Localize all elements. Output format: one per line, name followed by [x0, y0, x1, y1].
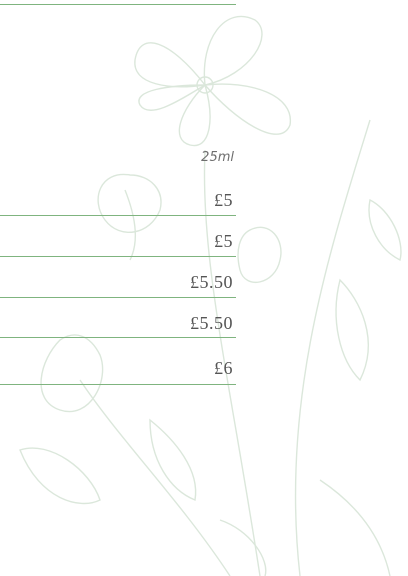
price: £5.50: [190, 313, 233, 334]
column-header: 25ml: [201, 150, 234, 165]
divider: [0, 215, 236, 216]
divider: [0, 256, 236, 257]
price: £5: [214, 231, 233, 252]
price: £6: [214, 358, 233, 379]
divider: [0, 337, 236, 338]
divider: [0, 384, 236, 385]
price: £5.50: [190, 272, 233, 293]
divider: [0, 297, 236, 298]
divider: [0, 4, 236, 5]
page: {"column_header": "25ml", "prices": ["£5…: [0, 0, 408, 576]
price: £5: [214, 190, 233, 211]
